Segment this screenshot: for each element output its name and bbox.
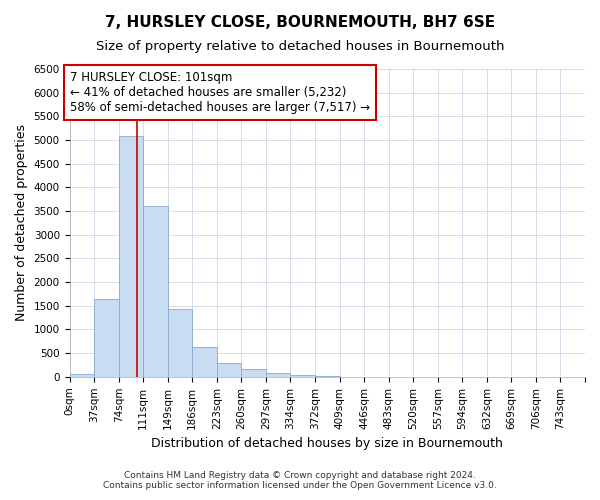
Bar bbox=[119, 136, 143, 377]
Text: 7, HURSLEY CLOSE, BOURNEMOUTH, BH7 6SE: 7, HURSLEY CLOSE, BOURNEMOUTH, BH7 6SE bbox=[105, 15, 495, 30]
Bar bbox=[94, 298, 119, 377]
Bar bbox=[266, 373, 290, 377]
X-axis label: Distribution of detached houses by size in Bournemouth: Distribution of detached houses by size … bbox=[151, 437, 503, 450]
Text: 7 HURSLEY CLOSE: 101sqm
← 41% of detached houses are smaller (5,232)
58% of semi: 7 HURSLEY CLOSE: 101sqm ← 41% of detache… bbox=[70, 72, 370, 114]
Bar bbox=[290, 376, 315, 377]
Text: Contains HM Land Registry data © Crown copyright and database right 2024.
Contai: Contains HM Land Registry data © Crown c… bbox=[103, 470, 497, 490]
Bar bbox=[143, 206, 168, 377]
Bar bbox=[168, 309, 192, 377]
Bar bbox=[217, 362, 241, 377]
Text: Size of property relative to detached houses in Bournemouth: Size of property relative to detached ho… bbox=[96, 40, 504, 53]
Bar bbox=[241, 370, 266, 377]
Bar bbox=[70, 374, 94, 377]
Y-axis label: Number of detached properties: Number of detached properties bbox=[15, 124, 28, 322]
Bar bbox=[192, 348, 217, 377]
